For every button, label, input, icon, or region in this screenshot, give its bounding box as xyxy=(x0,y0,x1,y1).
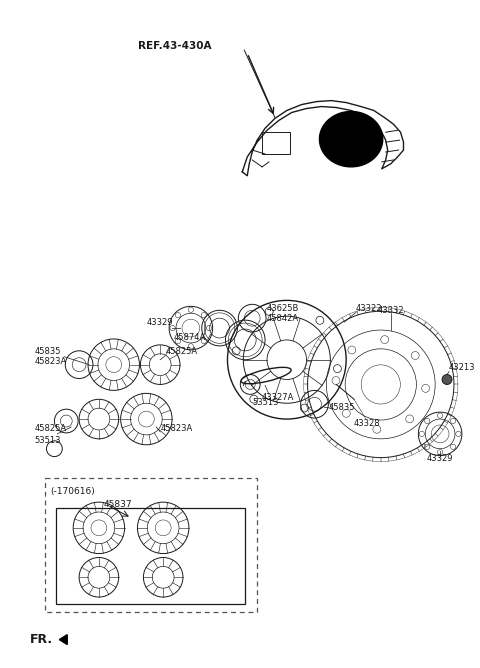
Bar xyxy=(45,478,257,612)
Text: (-170616): (-170616) xyxy=(50,487,95,496)
Text: 45874A: 45874A xyxy=(174,333,206,343)
Polygon shape xyxy=(320,112,383,167)
Polygon shape xyxy=(60,635,67,645)
Text: 45842A: 45842A xyxy=(267,314,299,323)
Text: 43625B: 43625B xyxy=(267,304,300,313)
Bar xyxy=(56,508,245,604)
Text: 43327A: 43327A xyxy=(262,393,294,401)
Text: 45835: 45835 xyxy=(35,347,61,356)
Circle shape xyxy=(442,375,452,385)
Bar xyxy=(262,132,290,154)
Text: FR.: FR. xyxy=(30,633,53,646)
Text: 53513: 53513 xyxy=(35,436,61,446)
Text: 43322: 43322 xyxy=(356,304,383,313)
Text: 43213: 43213 xyxy=(449,363,476,372)
Text: 53513: 53513 xyxy=(252,397,279,407)
Text: 43328: 43328 xyxy=(354,420,381,428)
Text: 43332: 43332 xyxy=(378,306,405,315)
Text: 45835: 45835 xyxy=(328,403,355,411)
Text: 43329: 43329 xyxy=(427,454,453,463)
Text: 45825A: 45825A xyxy=(35,424,67,434)
Text: 45823A: 45823A xyxy=(35,357,67,366)
Text: 43329: 43329 xyxy=(146,317,173,327)
Text: 45823A: 45823A xyxy=(160,424,192,434)
Text: REF.43-430A: REF.43-430A xyxy=(138,41,212,51)
Text: 45825A: 45825A xyxy=(165,347,197,356)
Text: 45837: 45837 xyxy=(104,500,132,508)
